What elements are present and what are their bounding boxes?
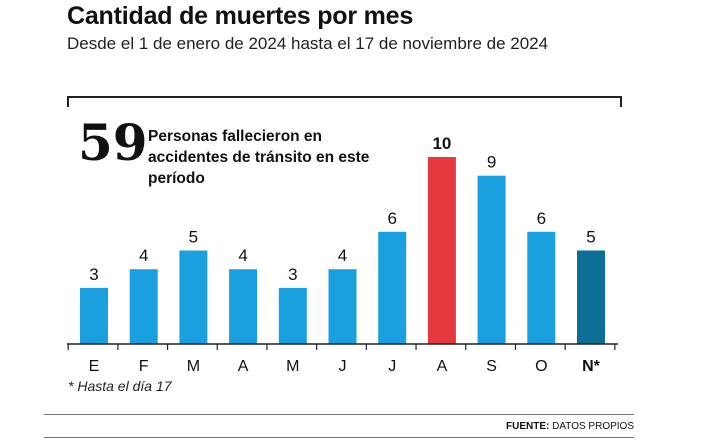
category-label-6: J bbox=[339, 358, 347, 375]
category-label-9: S bbox=[486, 358, 497, 375]
bar-3 bbox=[179, 250, 208, 344]
category-label-11: N* bbox=[582, 358, 601, 375]
value-label-2: 4 bbox=[139, 246, 148, 265]
value-label-8: 10 bbox=[432, 134, 451, 153]
source-credit: FUENTE: DATOS PROPIOS bbox=[506, 421, 634, 432]
source-value: DATOS PROPIOS bbox=[552, 421, 634, 432]
period-bracket bbox=[67, 96, 622, 107]
category-label-5: M bbox=[286, 358, 299, 375]
category-label-1: E bbox=[89, 358, 100, 375]
bar-6 bbox=[328, 269, 357, 344]
total-deaths-description: Personas fallecieron en accidentes de tr… bbox=[148, 128, 370, 187]
bar-9 bbox=[477, 175, 506, 344]
divider-bottom bbox=[44, 437, 634, 438]
chart-title: Cantidad de muertes por mes bbox=[67, 2, 414, 30]
divider-top bbox=[44, 414, 634, 415]
bar-1 bbox=[80, 287, 108, 344]
category-label-2: F bbox=[139, 358, 149, 375]
bar-11 bbox=[577, 250, 605, 344]
bar-7 bbox=[378, 231, 407, 344]
value-label-5: 3 bbox=[288, 265, 297, 284]
total-deaths-number: 59 bbox=[78, 113, 148, 172]
value-label-7: 6 bbox=[387, 209, 396, 228]
value-label-9: 9 bbox=[487, 153, 496, 172]
value-label-3: 5 bbox=[189, 228, 198, 247]
value-label-6: 4 bbox=[338, 246, 347, 265]
value-label-4: 4 bbox=[238, 246, 247, 265]
category-label-10: O bbox=[535, 358, 547, 375]
category-label-7: J bbox=[388, 358, 396, 375]
bar-10 bbox=[527, 231, 556, 344]
category-label-4: A bbox=[238, 358, 249, 375]
value-label-11: 5 bbox=[586, 228, 595, 247]
footnote: * Hasta el día 17 bbox=[68, 378, 172, 394]
category-label-3: M bbox=[187, 358, 200, 375]
bar-8 bbox=[427, 157, 456, 344]
source-label: FUENTE: bbox=[506, 421, 550, 432]
category-label-8: A bbox=[437, 358, 448, 375]
value-label-10: 6 bbox=[537, 209, 546, 228]
bar-5 bbox=[278, 287, 307, 344]
chart-subtitle: Desde el 1 de enero de 2024 hasta el 17 … bbox=[67, 34, 549, 53]
value-label-1: 3 bbox=[89, 265, 98, 284]
bar-2 bbox=[129, 269, 158, 344]
bar-4 bbox=[229, 269, 258, 344]
